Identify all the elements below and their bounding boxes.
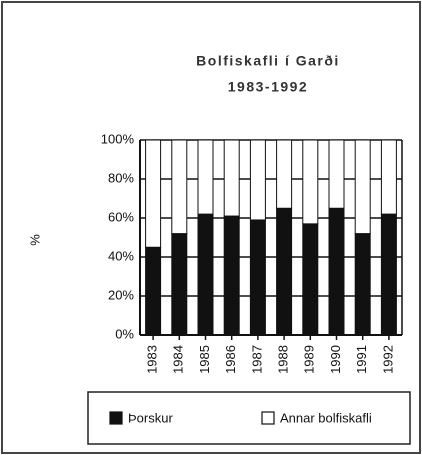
bar	[145, 246, 162, 336]
bar	[328, 139, 345, 209]
bar	[249, 219, 266, 336]
legend-label: Þorskur	[128, 410, 173, 425]
bar	[145, 139, 162, 248]
chart-title: Bolfiskafli í Garði	[196, 53, 340, 69]
y-axis-label: %	[27, 234, 42, 246]
x-tick-label: 1984	[171, 345, 186, 374]
bar	[171, 233, 188, 336]
y-tick-label: 20%	[108, 287, 134, 302]
chart-subtitle: 1983-1992	[228, 79, 308, 95]
bar	[354, 139, 371, 235]
bar	[354, 233, 371, 336]
bar	[249, 139, 266, 221]
y-tick-label: 80%	[108, 170, 134, 185]
y-tick-label: 100%	[101, 131, 135, 146]
bar	[223, 215, 240, 336]
bar	[223, 139, 240, 217]
legend-swatch	[109, 411, 123, 425]
x-tick-label: 1992	[380, 345, 395, 374]
y-tick-label: 0%	[115, 326, 134, 341]
legend-label: Annar bolfiskafli	[280, 410, 372, 425]
x-tick-label: 1991	[354, 345, 369, 374]
bar	[328, 207, 345, 336]
x-tick-label: 1986	[223, 345, 238, 374]
bar	[197, 139, 214, 215]
legend-swatch	[261, 411, 275, 425]
bar	[276, 207, 293, 336]
legend-box	[87, 391, 411, 445]
y-tick-label: 40%	[108, 248, 134, 263]
bar	[197, 213, 214, 336]
x-tick-label: 1983	[145, 345, 160, 374]
bar	[171, 139, 188, 235]
bar	[380, 139, 397, 215]
bar	[302, 139, 319, 225]
y-tick-label: 60%	[108, 209, 134, 224]
bar	[380, 213, 397, 336]
bar	[276, 139, 293, 209]
x-tick-label: 1988	[276, 345, 291, 374]
bar	[302, 223, 319, 336]
x-tick-label: 1985	[197, 345, 212, 374]
x-tick-label: 1989	[302, 345, 317, 374]
x-tick-label: 1990	[328, 345, 343, 374]
x-tick-label: 1987	[249, 345, 264, 374]
